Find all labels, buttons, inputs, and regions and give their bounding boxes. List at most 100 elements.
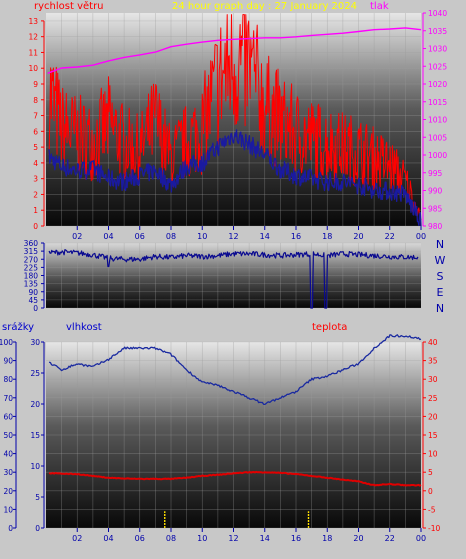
y-tick-label: 15 (30, 431, 40, 440)
y-tick-label: -10 (428, 524, 440, 533)
y-tick-label: 2 (33, 190, 38, 199)
y-tick-label: 20 (3, 487, 13, 496)
x-tick-label: 00 (416, 232, 426, 241)
y-tick-label: 990 (428, 187, 443, 196)
y-tick-label: 1030 (428, 45, 447, 54)
y-tick-label: 40 (3, 450, 13, 459)
y-tick-label: 1000 (428, 151, 447, 160)
x-tick-label: 16 (291, 232, 301, 241)
y-tick-label: 1005 (428, 133, 447, 142)
y-tick-label: 135 (24, 280, 39, 289)
x-tick-label: 02 (72, 534, 82, 543)
x-tick-label: 08 (166, 534, 176, 543)
y-tick-label: 8 (33, 96, 38, 105)
x-tick-label: 14 (260, 534, 270, 543)
x-tick-label: 10 (197, 534, 207, 543)
y-tick-label: 20 (30, 400, 40, 409)
graph-title: 24 hour graph day : 27 January 2024 (172, 1, 357, 12)
y-tick-label: 100 (0, 338, 13, 347)
compass-direction-label: S (437, 270, 444, 283)
y-tick-label: 10 (28, 64, 38, 73)
x-tick-label: 18 (322, 232, 332, 241)
y-tick-label: 980 (428, 222, 443, 231)
y-tick-label: 180 (24, 272, 39, 281)
y-tick-label: 12 (28, 33, 38, 42)
y-tick-label: 5 (35, 493, 40, 502)
y-tick-label: 0 (33, 304, 38, 313)
y-tick-label: 1 (33, 206, 38, 215)
humidity-line (48, 334, 422, 406)
x-tick-label: 06 (135, 232, 145, 241)
y-tick-label: 1040 (428, 9, 447, 18)
temperature-title: teplota (312, 322, 347, 333)
y-tick-label: 30 (428, 375, 438, 384)
rain-title: srážky (2, 321, 34, 333)
y-tick-label: 13 (28, 17, 38, 26)
x-tick-label: 14 (260, 232, 270, 241)
wind-gust-line (48, 14, 422, 221)
y-tick-label: 0 (428, 487, 433, 496)
y-tick-label: 5 (33, 143, 38, 152)
y-tick-label: 995 (428, 169, 443, 178)
y-tick-label: 15 (428, 431, 438, 440)
y-tick-label: 90 (3, 357, 13, 366)
wind-average-line (48, 129, 422, 227)
y-tick-label: 1020 (428, 80, 447, 89)
y-tick-label: 10 (428, 450, 438, 459)
y-tick-label: 985 (428, 204, 443, 213)
y-tick-label: 1035 (428, 27, 447, 36)
y-tick-label: 25 (30, 369, 40, 378)
compass-direction-label: E (437, 286, 444, 299)
y-tick-label: 315 (24, 247, 39, 256)
y-tick-label: 270 (24, 255, 39, 264)
y-tick-label: 20 (428, 412, 438, 421)
humidity-title: vlhkost (66, 322, 102, 333)
y-tick-label: 0 (35, 524, 40, 533)
y-tick-label: 9 (33, 80, 38, 89)
y-tick-label: 80 (3, 375, 13, 384)
y-tick-label: 70 (3, 394, 13, 403)
y-tick-label: 10 (30, 462, 40, 471)
x-tick-label: 18 (322, 534, 332, 543)
compass-direction-label: N (436, 238, 444, 251)
y-tick-label: 60 (3, 412, 13, 421)
y-tick-label: 11 (28, 48, 38, 57)
y-tick-label: 25 (428, 394, 438, 403)
y-tick-label: 50 (3, 431, 13, 440)
y-tick-label: 0 (8, 524, 13, 533)
y-tick-label: 10 (3, 505, 13, 514)
y-tick-label: 45 (28, 296, 38, 305)
x-tick-label: 04 (103, 232, 113, 241)
pressure-line (47, 27, 422, 74)
y-tick-label: -5 (428, 505, 436, 514)
x-tick-label: 02 (72, 232, 82, 241)
y-tick-label: 225 (24, 263, 39, 272)
x-tick-label: 06 (135, 534, 145, 543)
y-tick-label: 360 (24, 239, 39, 248)
y-tick-label: 6 (33, 127, 38, 136)
y-tick-label: 90 (28, 288, 38, 297)
y-tick-label: 30 (3, 468, 13, 477)
x-tick-label: 12 (228, 232, 238, 241)
x-tick-label: 10 (197, 232, 207, 241)
y-tick-label: 30 (30, 338, 40, 347)
y-tick-label: 4 (33, 159, 38, 168)
y-tick-label: 7 (33, 112, 38, 121)
pressure-title: tlak (370, 1, 389, 12)
x-tick-label: 04 (103, 534, 113, 543)
y-tick-label: 0 (33, 222, 38, 231)
x-tick-label: 22 (385, 534, 395, 543)
y-tick-label: 3 (33, 175, 38, 184)
temperature-line (48, 470, 422, 487)
y-tick-label: 35 (428, 357, 438, 366)
x-tick-label: 12 (228, 534, 238, 543)
x-tick-label: 16 (291, 534, 301, 543)
y-tick-label: 1015 (428, 98, 447, 107)
y-tick-label: 1025 (428, 62, 447, 71)
compass-direction-label: N (436, 302, 444, 315)
x-tick-label: 20 (353, 232, 363, 241)
